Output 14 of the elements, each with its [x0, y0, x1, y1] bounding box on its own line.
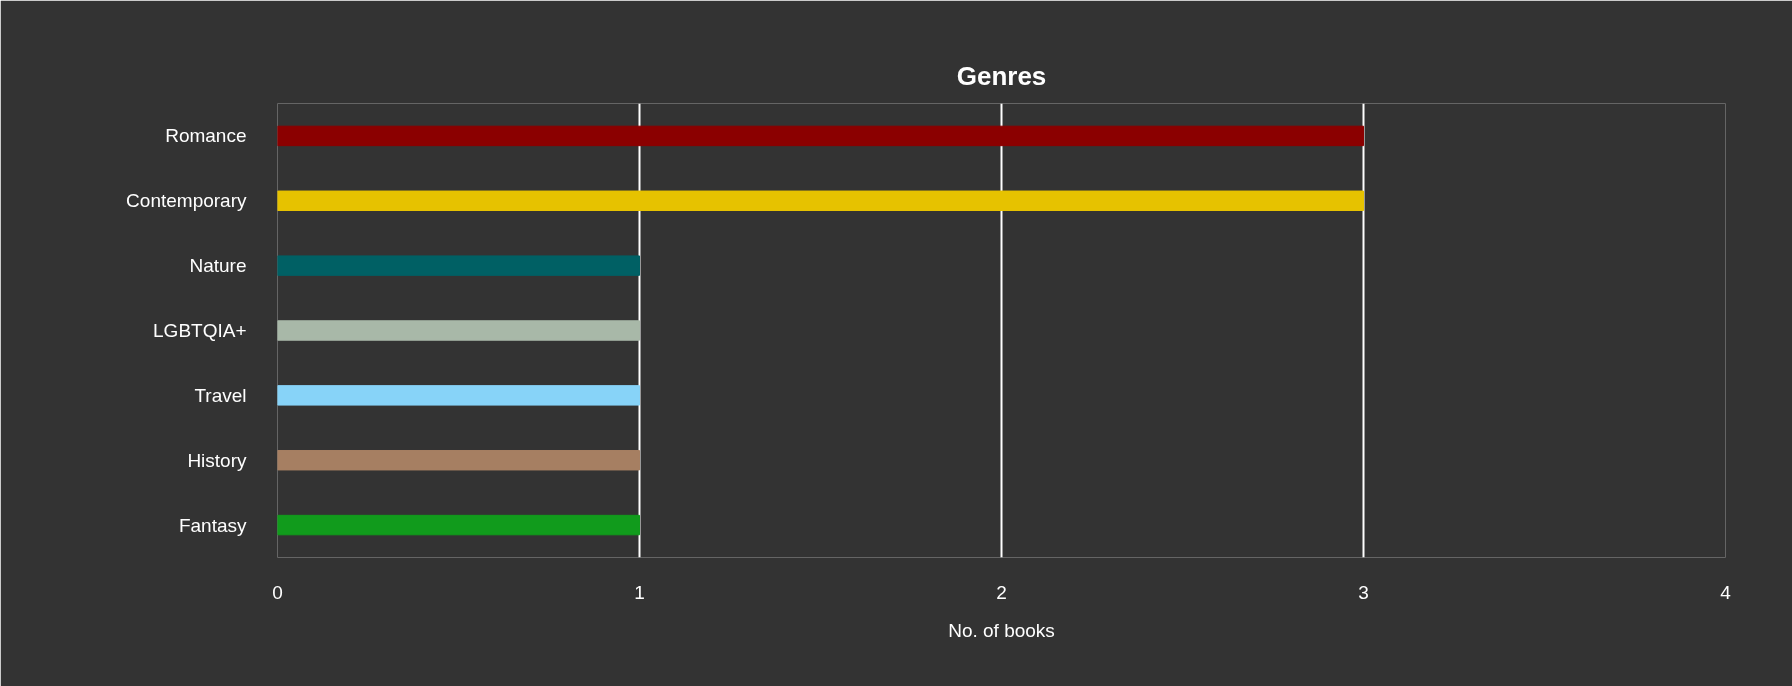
y-tick-label: Fantasy: [178, 514, 247, 536]
y-tick-label: LGBTQIA+: [153, 320, 247, 341]
y-tick-label: Romance: [165, 125, 247, 147]
x-tick-label: 0: [272, 581, 283, 603]
x-tick-label: 2: [996, 581, 1007, 603]
y-tick-label: History: [187, 449, 247, 471]
x-tick-label: 3: [1358, 581, 1369, 603]
x-axis-title: No. of books: [948, 619, 1055, 641]
x-tick-label: 1: [634, 581, 645, 603]
x-tick-label: 4: [1720, 581, 1732, 603]
chart-title: Genres: [956, 61, 1047, 91]
y-tick-label: Contemporary: [126, 190, 247, 212]
y-tick-label: Travel: [194, 384, 247, 406]
y-tick-label: Nature: [189, 255, 247, 277]
